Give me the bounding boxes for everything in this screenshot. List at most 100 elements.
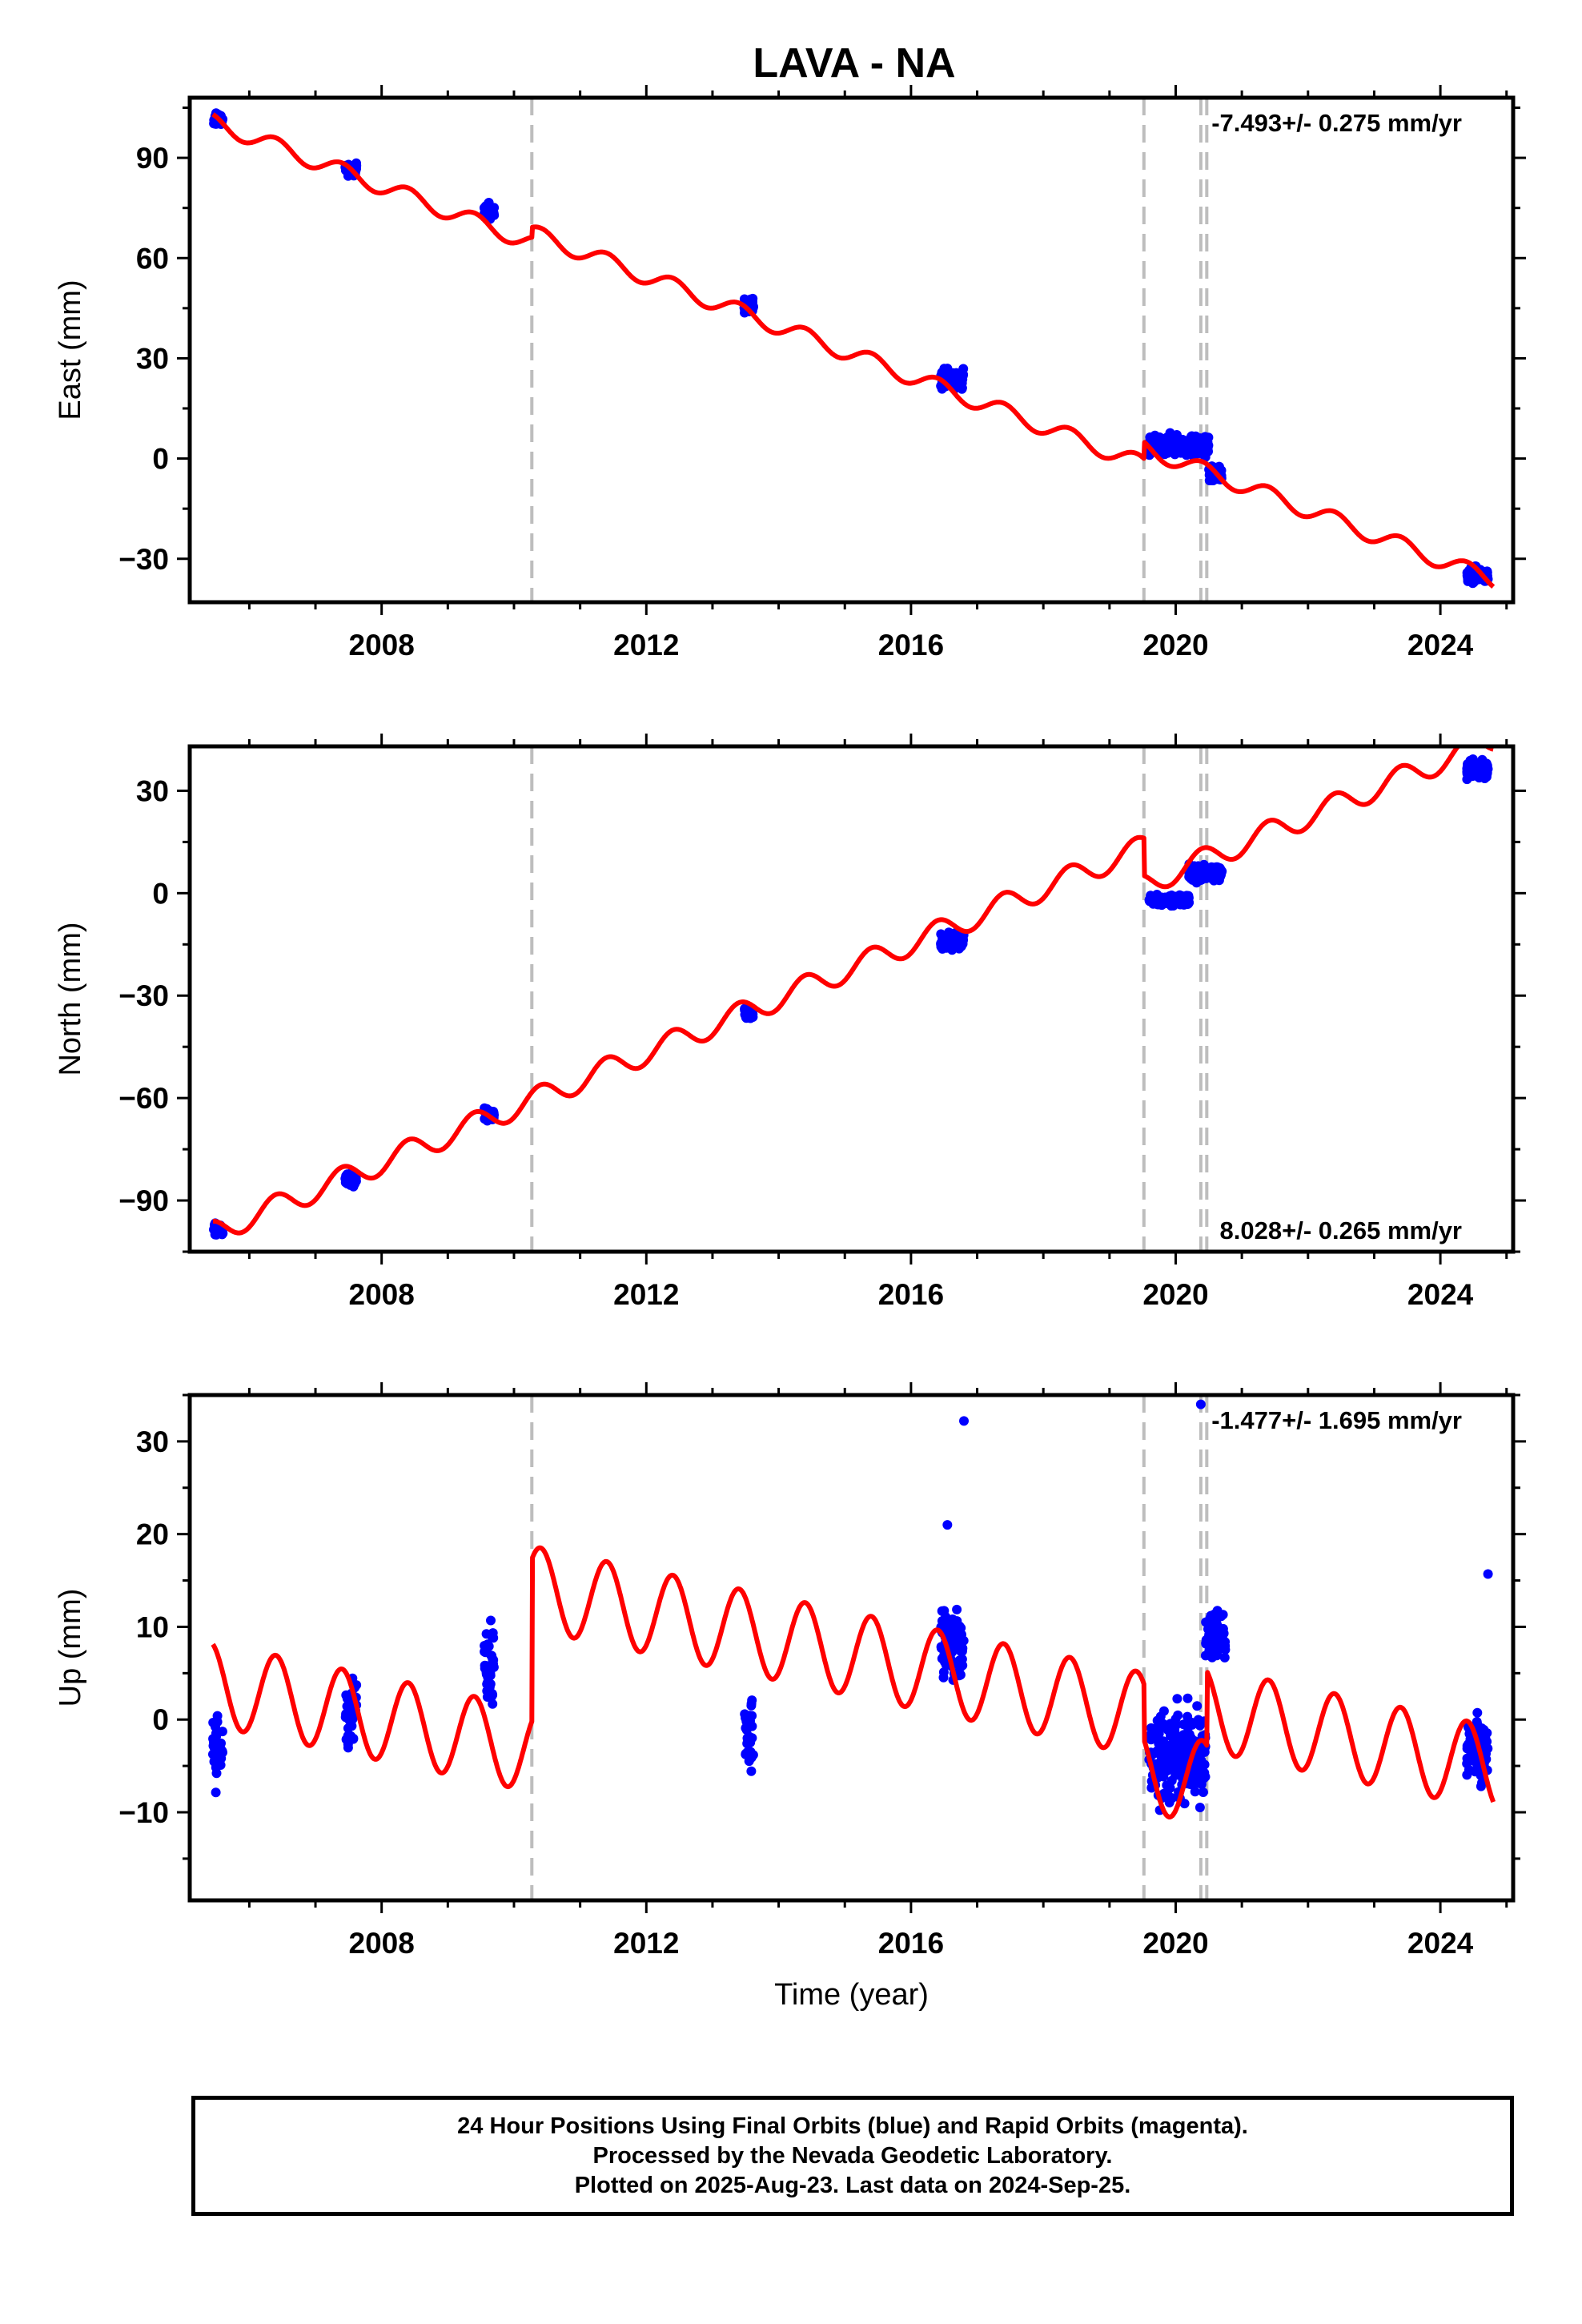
observation-point: [343, 1702, 353, 1712]
observation-point: [1192, 1701, 1203, 1711]
x-tick-label: 2020: [1142, 1278, 1208, 1311]
observations: [208, 1399, 1493, 1815]
observation-point: [488, 1699, 498, 1709]
observation-point: [1216, 1626, 1227, 1636]
observation-point: [1173, 1710, 1183, 1720]
observation-point: [488, 1662, 499, 1672]
y-axis-label: North (mm): [54, 922, 87, 1076]
observation-point: [341, 1177, 351, 1188]
observation-point: [1469, 573, 1480, 583]
observation-point: [1219, 1652, 1230, 1663]
observation-point: [1198, 1787, 1208, 1797]
plot-frame: [187, 95, 1516, 605]
observation-point: [950, 1641, 960, 1651]
x-tick-label: 2008: [349, 1927, 415, 1960]
observation-point: [1211, 1651, 1222, 1661]
observation-point: [211, 1787, 221, 1798]
x-tick-label: 2016: [878, 1927, 944, 1960]
x-tick-label: 2012: [613, 1278, 679, 1311]
observation-point: [743, 1721, 753, 1731]
x-tick-label: 2012: [613, 1927, 679, 1960]
observation-point: [945, 1630, 955, 1641]
observation-point: [953, 1634, 963, 1644]
observation-point: [936, 929, 946, 939]
observation-point: [1154, 1717, 1164, 1727]
y-tick-label: −30: [118, 543, 169, 576]
footer-line-3: Plotted on 2025-Aug-23. Last data on 202…: [574, 2172, 1131, 2198]
observation-point: [1165, 1783, 1175, 1793]
observation-point: [745, 1732, 755, 1743]
observation-point: [1170, 1770, 1181, 1780]
y-tick-label: −30: [118, 979, 169, 1012]
observation-point: [740, 1709, 750, 1719]
observation-point: [1218, 1636, 1228, 1647]
y-tick-label: 90: [136, 142, 169, 175]
observation-point: [1155, 896, 1166, 907]
plot-area: [209, 746, 1496, 1252]
observation-point: [211, 1717, 221, 1727]
plot-area: [209, 98, 1496, 602]
y-axis-label: East (mm): [54, 279, 87, 420]
x-tick-label: 2016: [878, 1278, 944, 1311]
observation-point: [1476, 1781, 1486, 1791]
observation-point: [1169, 1747, 1179, 1758]
observation-point: [1199, 444, 1209, 454]
observation-point: [744, 1746, 754, 1756]
footer-line-2: Processed by the Nevada Geodetic Laborat…: [592, 2142, 1113, 2169]
observation-point: [746, 1699, 757, 1709]
model-curve: [211, 1545, 1496, 1819]
observation-point: [211, 1731, 222, 1742]
observation-point: [211, 1225, 222, 1236]
x-axis-label: Time (year): [774, 1978, 929, 2012]
observation-point: [1462, 1770, 1472, 1780]
observations: [209, 754, 1493, 1240]
observation-point: [1164, 1797, 1174, 1807]
x-tick-label: 2024: [1407, 1927, 1474, 1960]
panel-up: 2008 2012 2016 2020 2024 −10 0 10 20 30 Up (mm) Tim…: [54, 1382, 1526, 2012]
x-tick-label: 2008: [349, 629, 415, 661]
observation-point: [1165, 1723, 1175, 1734]
y-tick-label: −60: [118, 1082, 169, 1115]
observation-point: [956, 368, 966, 378]
y-tick-label: 0: [152, 877, 169, 910]
y-tick-label: 30: [136, 1425, 169, 1458]
observation-point: [1152, 1746, 1162, 1756]
rate-label: 8.028+/- 0.265 mm/yr: [1220, 1216, 1462, 1244]
plot-area: [208, 1395, 1496, 1900]
observation-point: [1195, 1399, 1206, 1409]
panel-north: 2008 2012 2016 2020 2024 −90 −60 −30 0 30 North (m…: [54, 734, 1526, 1311]
observation-point: [957, 1654, 967, 1664]
observation-point: [1178, 1730, 1189, 1740]
x-tick-label: 2020: [1142, 1927, 1208, 1960]
observation-point: [1185, 438, 1195, 448]
observation-point: [1177, 1741, 1187, 1751]
y-tick-label: 60: [136, 242, 169, 275]
observation-point: [1483, 1569, 1493, 1579]
observation-point: [485, 207, 496, 216]
model-curve: [211, 112, 1496, 589]
observation-point: [480, 1660, 490, 1671]
observation-point: [343, 1692, 353, 1703]
observation-point: [1204, 1634, 1215, 1645]
observation-point: [1170, 1760, 1180, 1771]
observation-point: [1165, 433, 1175, 444]
observation-point: [1195, 1803, 1205, 1812]
observation-point: [1462, 1753, 1472, 1763]
observation-point: [936, 939, 946, 950]
observation-point: [1182, 1693, 1193, 1703]
observation-point: [945, 936, 955, 947]
footer-caption-box: 24 Hour Positions Using Final Orbits (bl…: [191, 2096, 1514, 2216]
observation-point: [483, 1639, 493, 1650]
observation-point: [1199, 866, 1210, 877]
observation-point: [1472, 763, 1481, 774]
panel-east: 2008 2012 2016 2020 2024 −30 0 30 60 90 East (mm) -…: [54, 85, 1526, 661]
observation-point: [952, 1604, 962, 1614]
observation-point: [955, 378, 966, 388]
observation-point: [746, 1766, 757, 1776]
observation-point: [1214, 1610, 1224, 1620]
x-tick-label: 2016: [878, 629, 944, 661]
x-tick-label: 2020: [1142, 629, 1208, 661]
y-tick-label: 10: [136, 1610, 169, 1643]
observation-point: [1168, 895, 1178, 905]
observation-point: [1481, 758, 1492, 769]
